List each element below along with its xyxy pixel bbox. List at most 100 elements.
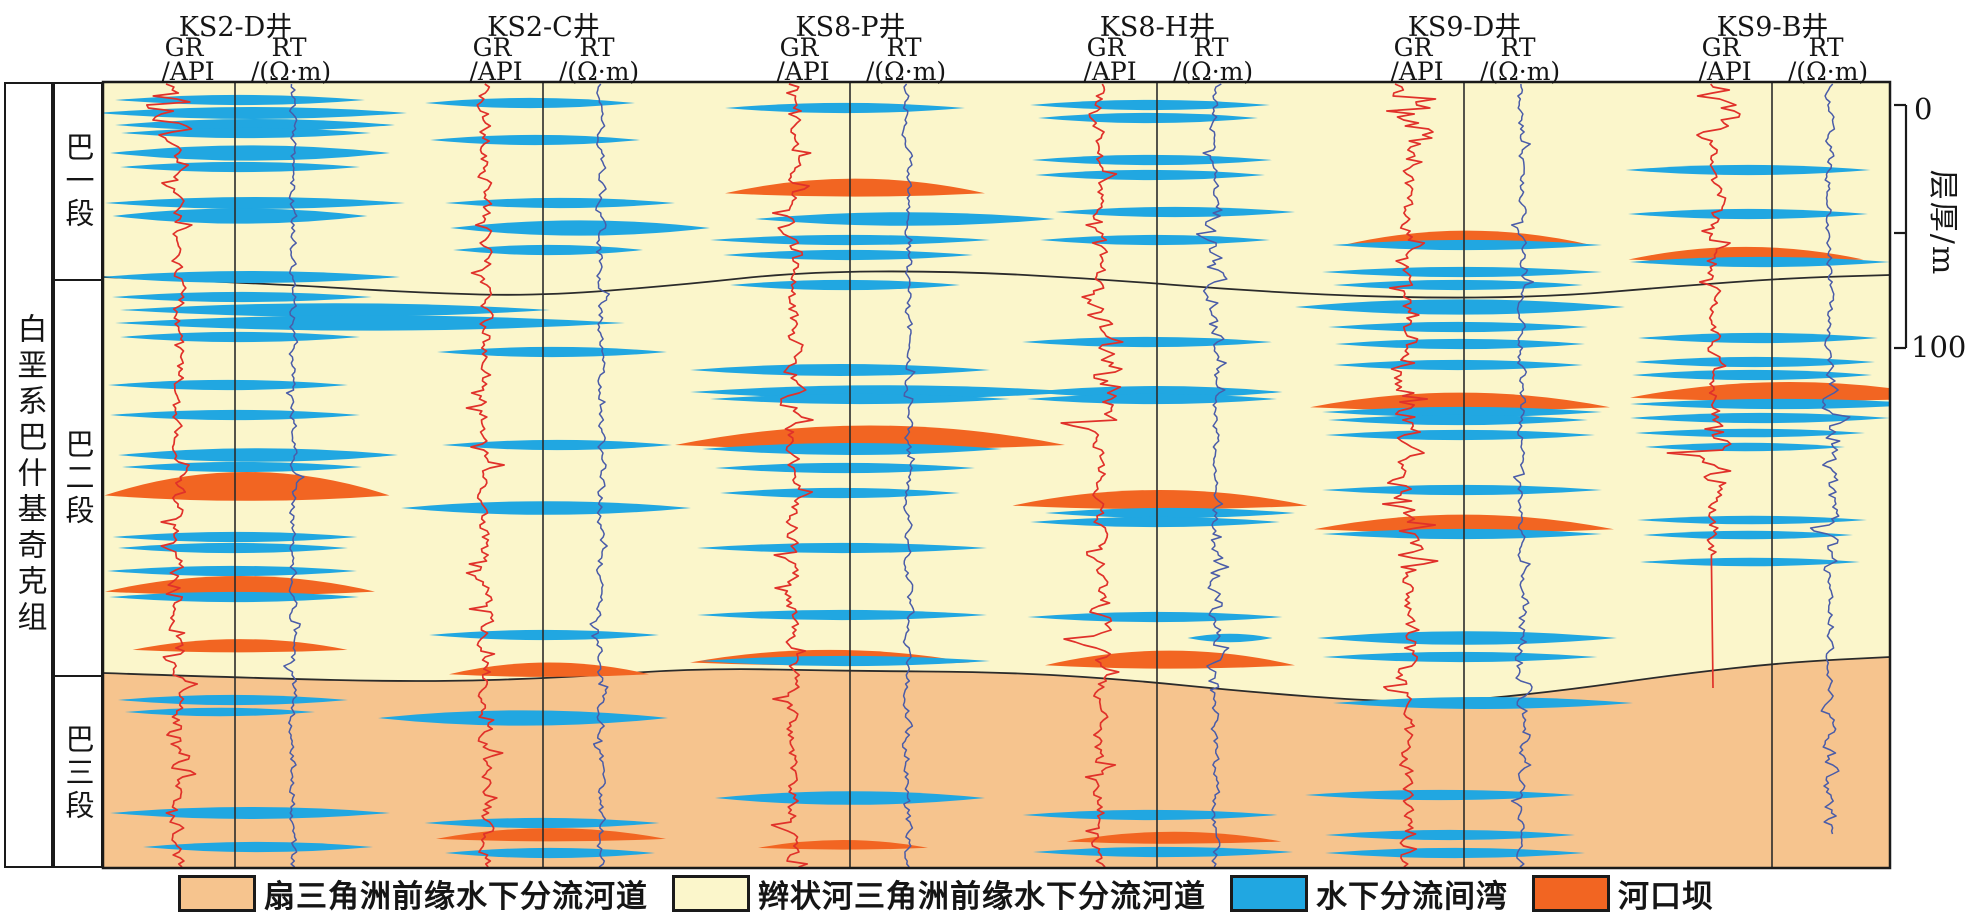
interdistributary-bay-lens — [1325, 847, 1585, 859]
interdistributary-bay-lens — [1630, 256, 1890, 268]
gr-track-label: GR — [779, 33, 819, 62]
rt-unit-label: /(Ω·m) — [1172, 57, 1254, 86]
interdistributary-bay-lens — [103, 107, 407, 119]
rt-track-label: RT — [886, 33, 922, 62]
interdistributary-bay-lens — [1022, 336, 1272, 348]
gr-unit-label: /API — [469, 57, 523, 86]
interdistributary-bay-lens — [401, 501, 691, 515]
rt-curve — [589, 83, 611, 868]
ba2-ba3-boundary-line — [103, 656, 1890, 703]
interdistributary-bay-lens — [755, 212, 1055, 226]
interdistributary-bay-lens — [105, 197, 405, 209]
legend-swatch-interdistributary_blue — [1230, 875, 1308, 912]
mouth-bar-lens — [105, 576, 375, 596]
well-name: KS9-D井 — [1407, 12, 1522, 43]
interdistributary-bay-lens — [1628, 208, 1868, 220]
interdistributary-bay-lens — [1322, 266, 1602, 278]
legend-item-1: 扇三角洲前缘水下分流河道 — [178, 871, 648, 915]
interdistributary-bay-lens — [1643, 530, 1853, 540]
interdistributary-bay-lens — [110, 807, 390, 819]
interdistributary-bay-lens — [1630, 398, 1890, 410]
rt-track-label: RT — [1808, 33, 1844, 62]
rt-curve — [1510, 83, 1535, 868]
plot-border — [101, 80, 1892, 870]
formation-group-column: 白垩系巴什基奇克组 — [4, 82, 53, 868]
section-label-3: 巴三段 — [55, 675, 101, 870]
gr-unit-label: /API — [161, 57, 215, 86]
interdistributary-bay-lens — [115, 315, 625, 331]
interdistributary-bay-lens — [437, 346, 667, 358]
gr-unit-label: /API — [1083, 57, 1137, 86]
well-name: KS8-P井 — [795, 12, 906, 43]
rt-unit-label: /(Ω·m) — [1479, 57, 1561, 86]
legend-swatch-mouth_bar_orange — [1532, 875, 1610, 912]
rt-curve — [1195, 83, 1230, 868]
interdistributary-bay-lens — [697, 542, 987, 554]
gr-curve — [1666, 83, 1741, 689]
interdistributary-bay-lens — [1035, 169, 1265, 181]
formation-group-label: 白垩系巴什基奇克组 — [11, 313, 47, 637]
interdistributary-bay-lens — [1632, 369, 1872, 381]
interdistributary-bay-lens — [450, 220, 710, 236]
gr-track-label: GR — [472, 33, 512, 62]
mouth-bar-lens — [1630, 382, 1890, 402]
interdistributary-bay-lens — [1322, 484, 1602, 496]
rt-curve — [901, 83, 916, 868]
interdistributary-bay-lens — [1645, 442, 1845, 452]
legend-label: 辫状河三角洲前缘水下分流河道 — [758, 879, 1206, 915]
interdistributary-bay-lens — [1055, 206, 1295, 218]
interdistributary-bay-lens — [1322, 528, 1602, 540]
mouth-bar-lens — [1012, 490, 1308, 510]
scale-axis-label: 层厚/m — [1925, 169, 1960, 277]
interdistributary-bay-lens — [730, 279, 960, 291]
interdistributary-bay-lens — [1638, 332, 1878, 344]
interdistributary-bay-lens — [143, 841, 373, 853]
rt-unit-label: /(Ω·m) — [865, 57, 947, 86]
interdistributary-bay-lens — [720, 487, 960, 499]
interdistributary-bay-lens — [1322, 651, 1598, 663]
mouth-bar-lens — [1310, 392, 1610, 411]
interdistributary-bay-lens — [1333, 697, 1633, 709]
interdistributary-bay-lens — [1325, 829, 1575, 841]
interdistributary-bay-lens — [1295, 299, 1625, 315]
interdistributary-bay-lens — [1637, 515, 1867, 525]
legend: 扇三角洲前缘水下分流河道 辫状河三角洲前缘水下分流河道 水下分流间湾 河口坝 — [178, 871, 1714, 915]
gr-track-label: GR — [1701, 33, 1741, 62]
interdistributary-bay-lens — [122, 461, 362, 473]
interdistributary-bay-lens — [700, 655, 990, 667]
gr-unit-label: /API — [1390, 57, 1444, 86]
gr-curve — [770, 83, 814, 868]
interdistributary-bay-lens — [115, 119, 395, 131]
legend-label: 水下分流间湾 — [1316, 879, 1508, 915]
interdistributary-bay-lens — [1033, 846, 1293, 858]
legend-label: 扇三角洲前缘水下分流河道 — [264, 879, 648, 915]
interdistributary-bay-lens — [1328, 414, 1588, 426]
gr-track-label: GR — [164, 33, 204, 62]
interdistributary-bay-lens — [112, 291, 372, 303]
interdistributary-bay-lens — [442, 439, 672, 451]
gr-unit-label: /API — [776, 57, 830, 86]
mouth-bar-lens — [104, 472, 390, 501]
interdistributary-bay-lens — [1027, 611, 1283, 623]
rt-unit-label: /(Ω·m) — [250, 57, 332, 86]
mouth-bar-lens — [725, 178, 985, 197]
gr-track-label: GR — [1393, 33, 1433, 62]
interdistributary-bay-lens — [108, 379, 348, 391]
rt-curve — [283, 83, 305, 868]
section-label-1: 巴一段 — [61, 132, 95, 231]
mouth-bar-lens — [675, 425, 1065, 450]
gr-curve — [145, 83, 199, 868]
gr-curve — [465, 83, 505, 868]
interdistributary-bay-lens — [702, 443, 1002, 455]
legend-item-2: 辫状河三角洲前缘水下分流河道 — [672, 871, 1206, 915]
interdistributary-bay-lens — [1045, 507, 1295, 519]
interdistributary-bay-lens — [1322, 406, 1602, 418]
interdistributary-bay-lens — [1630, 412, 1890, 424]
interdistributary-bay-lens — [1032, 154, 1272, 166]
well-name: KS2-C井 — [487, 12, 600, 43]
interdistributary-bay-lens — [1305, 789, 1575, 801]
mouth-bar-lens — [758, 840, 928, 850]
interdistributary-bay-lens — [107, 565, 357, 577]
